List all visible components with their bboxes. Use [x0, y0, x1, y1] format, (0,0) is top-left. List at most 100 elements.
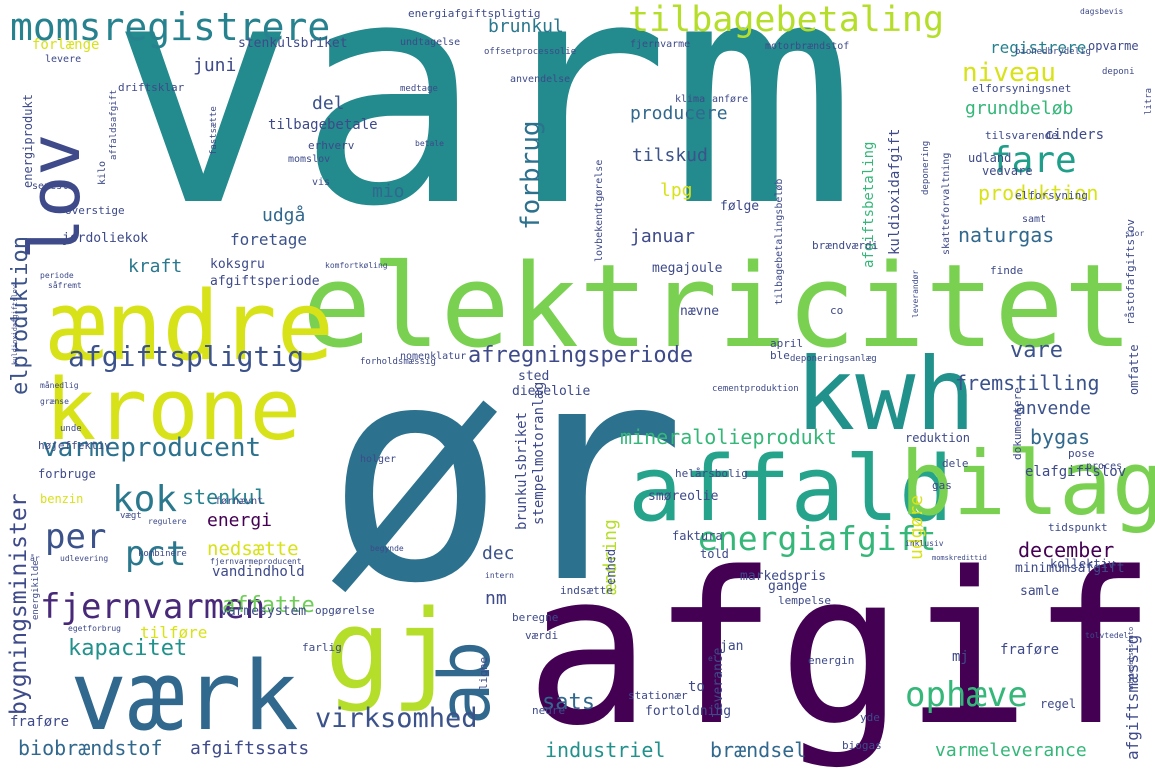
word-kuldioxidafgiftslov: kuldioxidafgiftslov — [11, 284, 19, 365]
word-gange: gange — [768, 579, 808, 594]
word-anvendelse: anvendelse — [510, 74, 571, 85]
word-gas: gas — [932, 479, 952, 492]
word-fremstilling: fremstilling — [955, 371, 1100, 395]
word-niveau: niveau — [962, 58, 1056, 88]
word-or: ør — [325, 300, 687, 649]
word-afgiftspligtig: afgiftspligtig — [68, 340, 305, 373]
word-litra: litra — [1144, 87, 1154, 115]
word-jordoliekok: jordoliekok — [62, 231, 149, 246]
word-co: co — [830, 304, 844, 317]
word-markedspris: markedspris — [740, 569, 827, 584]
word-aar: år — [30, 554, 40, 563]
word-ophaeve: ophæve — [905, 675, 1028, 715]
word-fjernvarme: fjernvarme — [630, 39, 691, 50]
word-to: to — [688, 679, 705, 695]
word-nomenklatur: nomenklatur — [400, 351, 467, 362]
word-afgiftssats: afgiftssats — [190, 738, 310, 759]
word-farlig: farlig — [302, 641, 342, 654]
word-gj: gj — [325, 586, 458, 714]
word-momskredittid: momskredittid — [932, 554, 987, 562]
word-energiafgiftspligtig: energiafgiftspligtig — [408, 7, 541, 20]
word-pose: pose — [1068, 447, 1095, 460]
word-saafremt: såfremt — [48, 281, 82, 290]
word-tilbagebetalingsbeloeb: tilbagebetalingsbeløb — [774, 178, 785, 305]
word-el: el — [708, 654, 718, 663]
word-udgoere: udgøre — [906, 494, 927, 560]
word-varmesystem: varmesystem — [220, 604, 307, 619]
word-stenkul: stenkul — [182, 485, 267, 509]
word-krone: krone — [45, 361, 301, 460]
word-energin: energin — [808, 654, 855, 667]
word-deponi: deponi — [1102, 67, 1135, 77]
word-fortoldning: fortoldning — [645, 704, 732, 719]
word-intern: intern — [485, 571, 514, 580]
word-sted: sted — [518, 369, 550, 384]
word-dele: dele — [942, 457, 969, 470]
word-tidspunkt: tidspunkt — [1048, 521, 1108, 534]
word-holger: holger — [360, 454, 397, 465]
word-producere: producere — [630, 103, 728, 124]
word-cementproduktion: cementproduktion — [712, 384, 799, 394]
word-levere: levere — [45, 54, 82, 65]
word-vis: vis — [312, 177, 331, 188]
word-beregne: beregne — [512, 611, 559, 624]
word-foernaevnt: førnævnt — [215, 496, 264, 507]
word-del: del — [312, 93, 345, 114]
word-forlaenge: forlænge — [32, 37, 100, 53]
word-dokumentere: dokumentere — [1011, 387, 1024, 460]
word-forbrug: forbrug — [516, 120, 546, 230]
word-afregningsperiode: afregningsperiode — [468, 343, 694, 368]
word-tilsvarende: tilsvarende — [985, 129, 1058, 142]
word-grundbeloeb: grundbeløb — [965, 98, 1074, 119]
word-anvende: anvende — [1015, 398, 1091, 419]
word-medtage: medtage — [400, 84, 438, 94]
word-stenkulsbriket: stenkulsbriket — [238, 36, 348, 51]
word-vandindhold: vandindhold — [212, 564, 305, 580]
word-vaerdi: værdi — [525, 629, 559, 642]
word-energikilde: energikilde — [31, 560, 41, 620]
word-kombinere: kombinere — [138, 549, 187, 559]
word-reduktion: reduktion — [905, 431, 971, 445]
word-vaerk: værk — [70, 642, 299, 752]
word-brunkul: brunkul — [488, 16, 564, 37]
word-kok: kok — [112, 479, 178, 520]
word-foelge: følge — [720, 199, 760, 214]
word-opgoerelse: opgørelse — [315, 604, 375, 617]
word-januar: januar — [630, 226, 696, 247]
word-undtagelse: undtagelse — [400, 37, 461, 48]
word-vare: vare — [1010, 338, 1063, 363]
word-fjernvarmeproducent: fjernvarmeproducent — [210, 557, 302, 566]
word-fare: fare — [990, 140, 1077, 181]
word-elforsyningsnet: elforsyningsnet — [972, 82, 1072, 95]
word-nedre: nedre — [532, 704, 566, 717]
word-affaldsafgift: affaldsafgift — [109, 89, 119, 160]
word-ble: ble — [770, 349, 790, 362]
word-bygningsminister: bygningsminister — [6, 493, 32, 715]
word-jan: jan — [720, 639, 744, 654]
word-fjernvarmen: fjernvarmen — [40, 587, 266, 627]
word-kuldioxidafgift: kuldioxidafgift — [887, 128, 903, 255]
word-lovbekendtgoerelse: lovbekendtgørelse — [594, 159, 605, 262]
word-faktura: faktura — [672, 529, 723, 543]
word-vaegt: vægt — [120, 511, 142, 521]
word-fastsaette: fastsætte — [209, 106, 219, 155]
word-ligne: ligne — [477, 656, 490, 690]
word-naevne: nævne — [680, 304, 720, 319]
word-juni: juni — [193, 55, 237, 76]
word-mj: mj — [952, 649, 969, 665]
word-biogas: biogas — [842, 739, 882, 752]
word-cinders: cinders — [1045, 127, 1105, 143]
word-per: per — [45, 517, 107, 557]
word-deponering: deponering — [921, 140, 931, 195]
word-mineralolieprodukt: mineralolieprodukt — [620, 425, 837, 449]
word-industriel: industriel — [545, 738, 666, 762]
word-bygas: bygas — [1030, 425, 1091, 449]
word-dagsbevis: dagsbevis — [1080, 7, 1124, 16]
word-sats: sats — [542, 690, 595, 715]
word-biobraendstof: biobrændstof — [18, 736, 163, 760]
word-leverandoer: leverandør — [911, 269, 920, 318]
word-udstedelsesdato: udstedelsesdato — [1127, 626, 1135, 690]
word-energi: energi — [207, 510, 273, 531]
word-regulere: regulere — [148, 517, 187, 526]
